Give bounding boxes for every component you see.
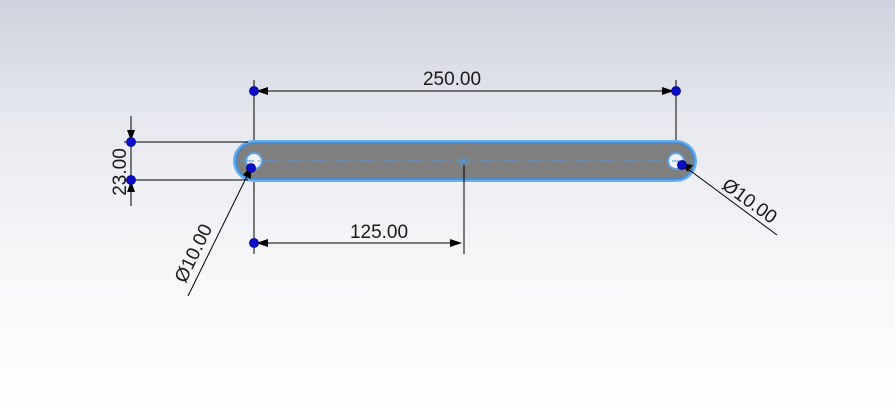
sketch-point-handle-icon[interactable]: [249, 86, 259, 96]
dimension-midpoint-length[interactable]: 125.00: [253, 165, 465, 254]
arrow-head-icon: [662, 87, 674, 95]
arrow-head-icon: [127, 130, 135, 141]
arrow-head-icon: [450, 239, 462, 247]
arrow-head-icon: [256, 87, 268, 95]
dimension-hole-left-diameter[interactable]: Ø10.00: [171, 166, 251, 297]
dimension-text-overall-length[interactable]: 250.00: [423, 69, 481, 90]
dimension-text-hole-right-diameter[interactable]: Ø10.00: [718, 175, 781, 229]
diameter-value: 10.00: [730, 183, 781, 228]
part-selection-outline: [233, 140, 697, 182]
sketch-point-handle-icon[interactable]: [126, 175, 136, 185]
sketch-point-handle-icon[interactable]: [249, 238, 259, 248]
sketch-point-handle-icon[interactable]: [126, 137, 136, 147]
dimension-text-width[interactable]: 23.00: [110, 148, 131, 196]
diameter-value: 10.00: [177, 221, 217, 273]
dimension-width[interactable]: 23.00: [110, 116, 248, 206]
dimension-text-midpoint-length[interactable]: 125.00: [350, 222, 408, 243]
sketch-point-handle-icon[interactable]: [246, 163, 256, 173]
midpoint-marker-icon[interactable]: [459, 156, 469, 166]
dimension-hole-right-diameter[interactable]: Ø10.00: [680, 163, 781, 236]
sketch-point-handle-icon[interactable]: [677, 160, 687, 170]
dimension-overall-length[interactable]: 250.00: [253, 69, 677, 140]
sketch-point-handle-icon[interactable]: [671, 86, 681, 96]
link-part[interactable]: [233, 140, 697, 182]
dimension-text-hole-left-diameter[interactable]: Ø10.00: [171, 221, 217, 286]
leader-line: [683, 165, 778, 236]
leader-line: [187, 169, 251, 297]
arrow-head-icon: [127, 181, 135, 192]
sketch-points[interactable]: [126, 86, 687, 248]
arrow-head-icon: [256, 239, 268, 247]
